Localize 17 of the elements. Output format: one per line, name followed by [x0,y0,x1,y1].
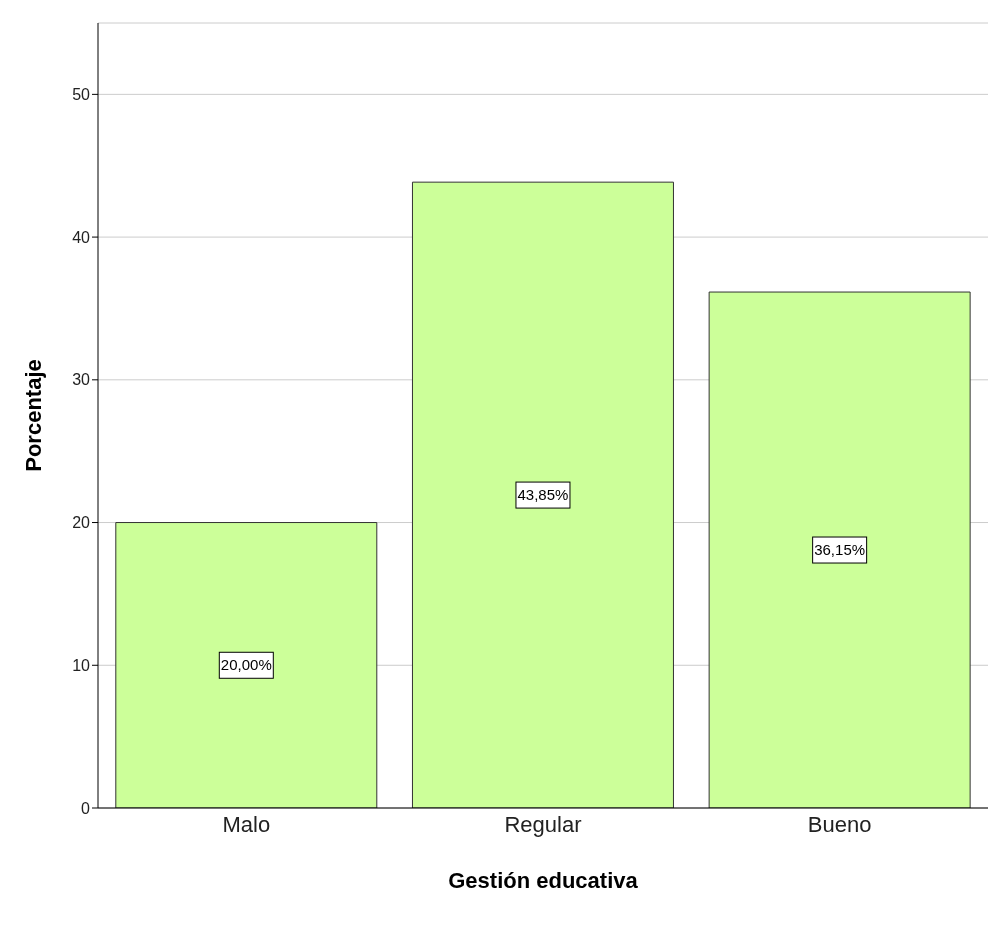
y-tick-label: 30 [72,371,91,389]
y-axis-title: Porcentaje [20,359,46,472]
y-tick-label: 10 [72,656,91,674]
data-label: 43,85% [517,486,569,504]
data-label: 20,00% [220,656,272,674]
x-tick-label: Malo [222,811,271,837]
x-tick-label: Regular [504,811,582,837]
y-tick-label: 0 [81,799,91,817]
y-tick-label: 20 [72,514,91,532]
y-tick-label: 50 [72,86,91,104]
bar [411,181,674,808]
bar [115,522,378,808]
y-tick-label: 40 [72,228,91,246]
data-label: 36,15% [814,541,866,559]
x-tick-label: Bueno [807,811,872,837]
x-axis-title: Gestión educativa [448,868,639,893]
bar [708,291,971,808]
